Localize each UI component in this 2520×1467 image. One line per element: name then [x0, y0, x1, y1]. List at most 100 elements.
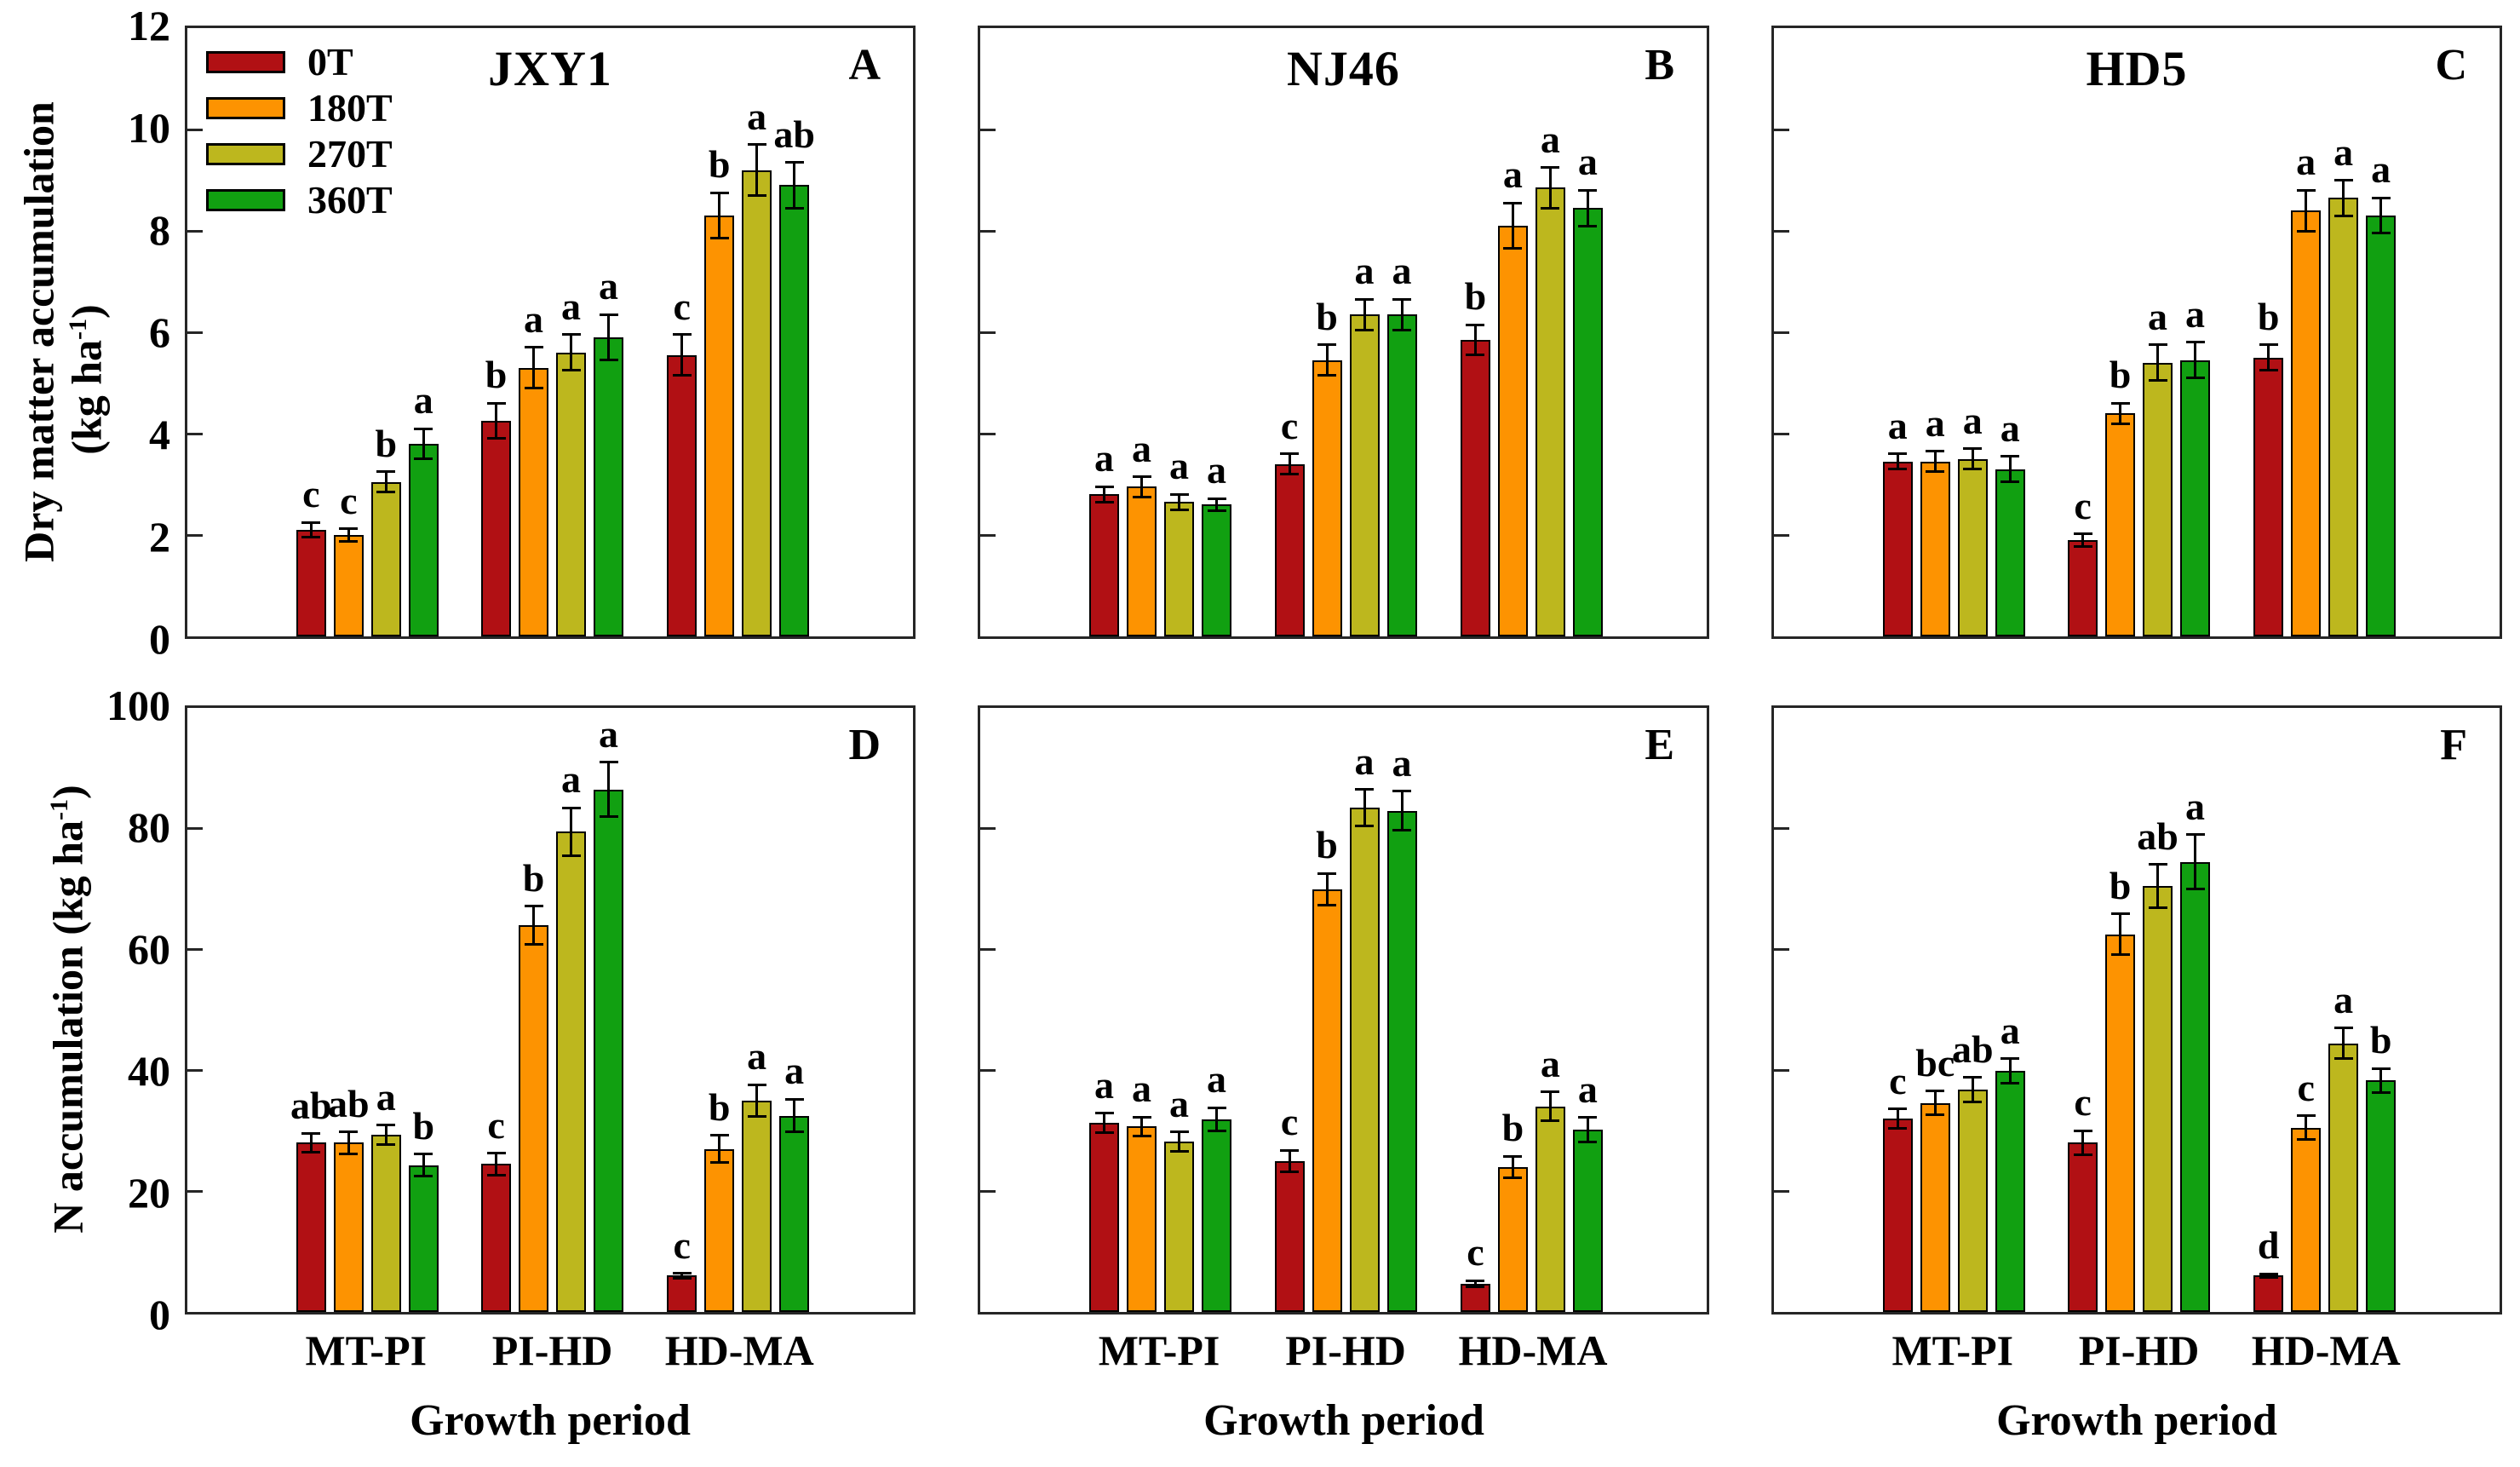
- error-bar-cap-top: [2110, 401, 2130, 405]
- error-bar-cap-top: [339, 1130, 359, 1134]
- panel-d-n-accumulation-jxy1: D ab c c ab b b a a a b a a: [185, 705, 916, 1315]
- sig-letter: a: [2000, 1008, 2020, 1052]
- error-bar-line: [2267, 1274, 2270, 1278]
- legend-item-270t: 270T: [206, 135, 393, 174]
- error-bar-cap-bottom: [2259, 1276, 2278, 1280]
- error-bar-line: [2379, 198, 2383, 233]
- sig-letter: a: [561, 284, 582, 328]
- bar-0T-PI-HD: [481, 421, 512, 636]
- error-bar-line: [718, 1135, 721, 1163]
- error-bar-cap-bottom: [2185, 888, 2205, 891]
- sig-letter: a: [524, 296, 544, 341]
- bar-180T-HD-MA: [1497, 226, 1528, 636]
- sig-letter: c: [1889, 1058, 1907, 1102]
- bar-270T-PI-HD: [556, 831, 587, 1312]
- sig-letter: a: [2371, 147, 2391, 192]
- bar-360T-HD-MA: [1572, 208, 1603, 636]
- sig-letter: a: [1962, 398, 1983, 442]
- bar-0T-MT-PI: [1882, 461, 1913, 636]
- panel-title-jxy1: JXY1: [488, 41, 612, 96]
- error-bar-cap-bottom: [1541, 206, 1560, 210]
- error-bar-cap-top: [1132, 1115, 1151, 1119]
- error-bar-cap-bottom: [486, 1173, 506, 1176]
- error-bar-line: [1103, 486, 1106, 503]
- error-bar-cap-top: [2259, 1272, 2278, 1275]
- error-bar-line: [1400, 791, 1404, 831]
- error-bar-cap-top: [376, 1124, 396, 1127]
- legend-item-0t: 0T: [206, 43, 393, 82]
- error-bar-cap-bottom: [2333, 1056, 2353, 1060]
- error-bar-line: [1473, 325, 1477, 355]
- sig-letter: ab: [773, 112, 815, 156]
- bar-180T-MT-PI: [333, 1142, 364, 1312]
- error-bar-line: [2342, 180, 2345, 216]
- error-bar-line: [680, 334, 684, 376]
- x-category-pi-hd: PI-HD: [491, 1326, 613, 1374]
- error-bar-line: [1178, 1131, 1181, 1152]
- error-bar-cap-top: [599, 313, 618, 316]
- sig-letter: c: [2297, 1065, 2315, 1109]
- sig-letter: a: [1094, 436, 1115, 480]
- bar-0T-MT-PI: [296, 1142, 326, 1312]
- error-bar-cap-bottom: [2110, 953, 2130, 957]
- error-bar-cap-bottom: [2296, 1138, 2316, 1142]
- error-bar-cap-bottom: [2073, 544, 2092, 548]
- sig-letter: b: [1464, 274, 1487, 319]
- bar-360T-MT-PI: [1995, 469, 2025, 636]
- error-bar-line: [1511, 1156, 1514, 1178]
- bar-0T-HD-MA: [1460, 339, 1490, 636]
- bar-180T-MT-PI: [1920, 1102, 1950, 1312]
- y-tick-label: 80: [128, 803, 170, 851]
- y-tick-mark: [1774, 331, 1789, 334]
- sig-letter: ab: [2137, 814, 2178, 858]
- sig-letter: d: [2257, 1223, 2280, 1268]
- legend-swatch-360t: [206, 189, 285, 211]
- x-category-hd-ma: HD-MA: [664, 1326, 814, 1374]
- error-bar-cap-bottom: [301, 536, 321, 539]
- error-bar-cap-top: [2185, 833, 2205, 837]
- error-bar-cap-bottom: [1392, 328, 1412, 331]
- error-bar-line: [347, 1131, 350, 1154]
- bar-180T-PI-HD: [519, 925, 549, 1312]
- error-bar-line: [1178, 494, 1181, 510]
- error-bar-cap-bottom: [1355, 824, 1375, 827]
- error-bar-line: [570, 808, 573, 856]
- y-tick-mark: [980, 1189, 996, 1193]
- y-tick-mark: [980, 948, 996, 952]
- x-category-labels-panel-d: MT-PI PI-HD HD-MA: [185, 1326, 916, 1377]
- error-bar-line: [495, 1153, 498, 1176]
- error-bar-cap-top: [599, 761, 618, 764]
- sig-letter: b: [1316, 823, 1338, 867]
- error-bar-cap-bottom: [1169, 508, 1189, 511]
- error-bar-cap-top: [1207, 497, 1226, 500]
- error-bar-cap-bottom: [1963, 1100, 1983, 1103]
- error-bar-line: [1140, 476, 1144, 498]
- error-bar-cap-bottom: [561, 854, 581, 858]
- bar-360T-HD-MA: [779, 185, 810, 636]
- error-bar-cap-bottom: [747, 193, 766, 197]
- bar-180T-PI-HD: [1312, 889, 1342, 1312]
- sig-letter: a: [1132, 426, 1152, 470]
- error-bar-cap-bottom: [1926, 1113, 1945, 1117]
- error-bar-line: [384, 471, 387, 492]
- error-bar-line: [495, 403, 498, 439]
- bar-180T-HD-MA: [704, 216, 735, 636]
- bar-360T-HD-MA: [2366, 1080, 2397, 1312]
- bar-360T-MT-PI: [408, 443, 439, 636]
- panel-letter-c: C: [2435, 41, 2467, 89]
- bar-180T-HD-MA: [1497, 1166, 1528, 1312]
- sig-letter: a: [1540, 117, 1560, 161]
- sig-letter: c: [1280, 1100, 1299, 1143]
- error-bar-cap-top: [486, 401, 506, 405]
- error-bar-cap-bottom: [2371, 232, 2391, 235]
- y-tick-mark: [1774, 533, 1789, 537]
- error-bar-cap-top: [2001, 1057, 2020, 1061]
- error-bar-cap-top: [747, 1083, 766, 1086]
- x-category-mt-pi: MT-PI: [305, 1326, 428, 1374]
- sig-letter: b: [2257, 294, 2280, 338]
- error-bar-line: [570, 334, 573, 371]
- sig-letter: ab: [1951, 1027, 1994, 1071]
- error-bar-line: [1400, 299, 1404, 331]
